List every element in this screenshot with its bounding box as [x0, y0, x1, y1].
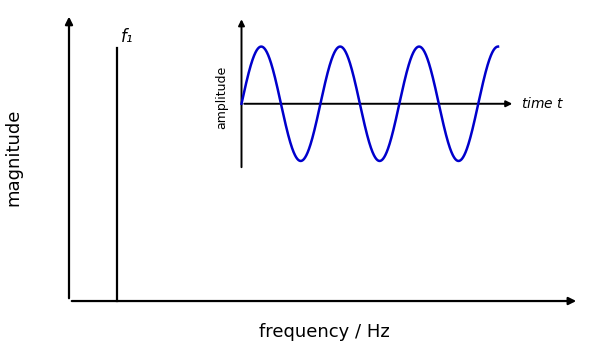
FancyArrowPatch shape	[239, 21, 244, 167]
Text: f₁: f₁	[121, 28, 134, 46]
Text: magnitude: magnitude	[4, 109, 22, 206]
Text: frequency / Hz: frequency / Hz	[259, 323, 389, 341]
Text: time $t$: time $t$	[521, 96, 565, 111]
FancyArrowPatch shape	[244, 101, 510, 106]
Text: amplitude: amplitude	[215, 66, 228, 129]
